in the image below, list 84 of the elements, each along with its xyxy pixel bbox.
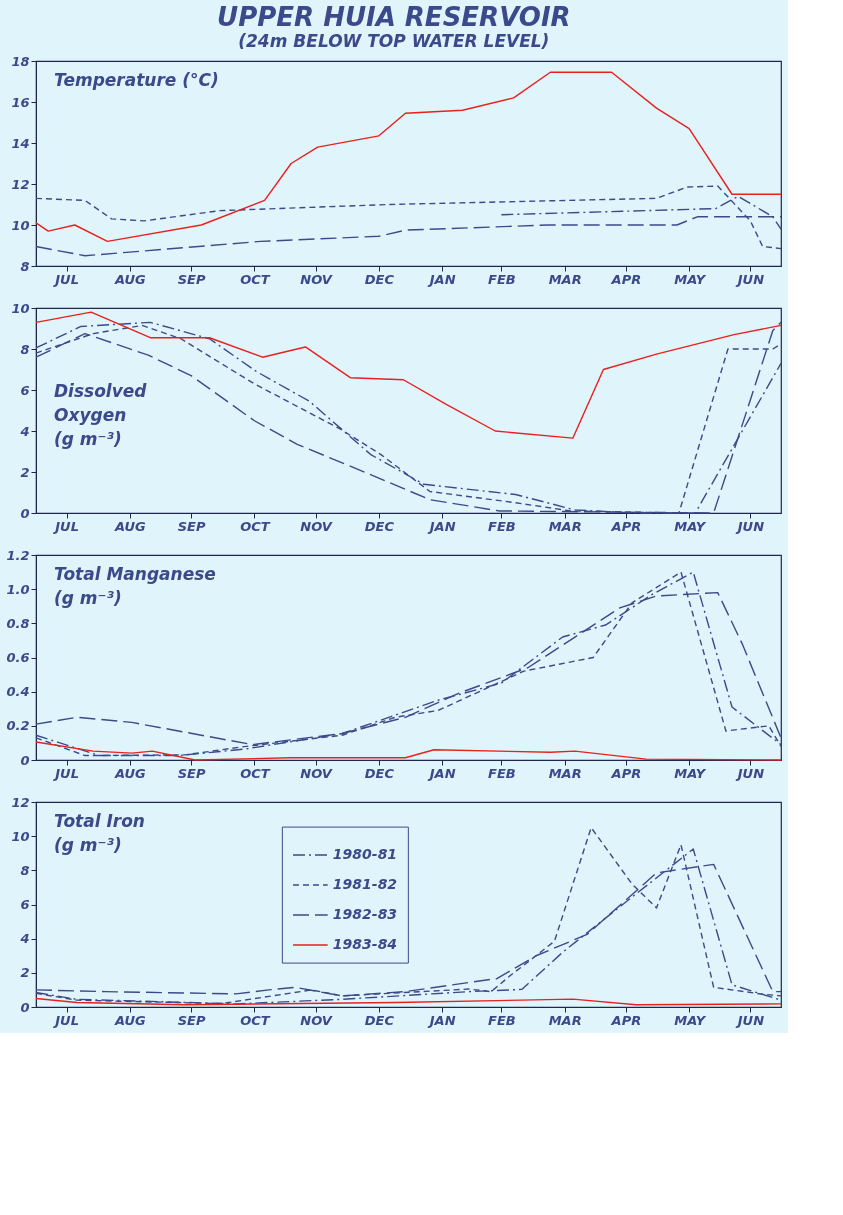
x-tick-label: JUL bbox=[52, 518, 79, 534]
x-tick-label: MAY bbox=[674, 518, 707, 534]
y-tick-label: 8 bbox=[20, 258, 30, 274]
x-tick-label: FEB bbox=[488, 765, 516, 781]
x-tick-label: OCT bbox=[240, 271, 271, 287]
x-tick-label: DEC bbox=[364, 1012, 395, 1028]
x-tick-label: JAN bbox=[426, 518, 456, 534]
y-tick-label: 16 bbox=[11, 94, 30, 110]
x-tick-label: FEB bbox=[488, 1012, 516, 1028]
y-tick-label: 0 bbox=[20, 752, 30, 768]
x-tick-label: JUL bbox=[52, 271, 79, 287]
x-tick-label: JUL bbox=[52, 1012, 79, 1028]
x-tick-label: JUN bbox=[734, 1012, 765, 1028]
x-tick-label: DEC bbox=[364, 765, 395, 781]
y-tick-label: 6 bbox=[20, 382, 30, 398]
x-tick-label: MAY bbox=[674, 1012, 707, 1028]
x-tick-label: JAN bbox=[426, 271, 456, 287]
x-tick-label: APR bbox=[610, 271, 642, 287]
x-tick-label: AUG bbox=[114, 1012, 147, 1028]
chart-subtitle: (24m BELOW TOP WATER LEVEL) bbox=[238, 31, 550, 52]
y-tick-label: 0 bbox=[20, 999, 30, 1015]
x-tick-label: SEP bbox=[177, 1012, 206, 1028]
y-tick-label: 10 bbox=[11, 217, 30, 233]
y-tick-label: 0.4 bbox=[6, 684, 30, 700]
x-tick-label: MAY bbox=[674, 271, 707, 287]
y-tick-label: 10 bbox=[11, 300, 30, 316]
y-tick-label: 14 bbox=[11, 135, 30, 151]
x-tick-label: MAY bbox=[674, 765, 707, 781]
x-tick-label: AUG bbox=[114, 518, 147, 534]
y-axis-title: Total Iron (g m⁻³) bbox=[54, 811, 145, 855]
y-tick-label: 1.2 bbox=[6, 547, 30, 563]
y-tick-label: 0.8 bbox=[6, 615, 30, 631]
x-tick-label: APR bbox=[610, 518, 642, 534]
y-tick-label: 8 bbox=[20, 862, 30, 878]
x-tick-label: APR bbox=[610, 1012, 642, 1028]
y-tick-label: 4 bbox=[19, 423, 30, 439]
y-axis-title: Total Manganese (g m⁻³) bbox=[54, 564, 216, 608]
x-tick-label: DEC bbox=[364, 271, 395, 287]
y-axis-title: Temperature (°C) bbox=[54, 70, 219, 90]
x-tick-label: FEB bbox=[488, 518, 516, 534]
y-tick-label: 4 bbox=[19, 931, 30, 947]
y-tick-label: 0.6 bbox=[6, 650, 30, 665]
y-tick-label: 12 bbox=[11, 794, 30, 810]
legend-label: 1982-83 bbox=[332, 906, 398, 923]
y-tick-label: 10 bbox=[11, 828, 30, 844]
x-tick-label: OCT bbox=[240, 518, 271, 534]
y-tick-label: 2 bbox=[20, 965, 30, 981]
y-tick-label: 18 bbox=[11, 53, 30, 69]
x-tick-label: MAR bbox=[548, 271, 582, 287]
x-tick-label: NOV bbox=[300, 518, 333, 534]
x-tick-label: SEP bbox=[177, 765, 206, 781]
y-tick-label: 12 bbox=[11, 176, 30, 192]
chart-title: UPPER HUIA RESERVOIR bbox=[217, 2, 571, 33]
x-tick-label: OCT bbox=[240, 1012, 271, 1028]
y-tick-label: 0 bbox=[20, 505, 30, 521]
x-tick-label: APR bbox=[610, 765, 642, 781]
x-tick-label: AUG bbox=[114, 271, 147, 287]
x-tick-label: DEC bbox=[364, 518, 395, 534]
x-tick-label: MAR bbox=[548, 765, 582, 781]
y-tick-label: 0.2 bbox=[6, 718, 30, 734]
x-tick-label: JAN bbox=[426, 1012, 456, 1028]
y-tick-label: 8 bbox=[20, 341, 30, 357]
y-axis-title: Dissolved Oxygen (g m⁻³) bbox=[54, 381, 148, 449]
x-tick-label: JAN bbox=[426, 765, 456, 781]
y-tick-label: 1.0 bbox=[6, 581, 30, 597]
legend-label: 1981-82 bbox=[332, 876, 398, 893]
x-tick-label: JUN bbox=[734, 271, 765, 287]
x-tick-label: JUN bbox=[734, 765, 765, 781]
x-tick-label: MAR bbox=[548, 518, 582, 534]
x-tick-label: MAR bbox=[548, 1012, 582, 1028]
x-tick-label: SEP bbox=[177, 271, 206, 287]
legend-label: 1980-81 bbox=[332, 846, 398, 863]
legend-label: 1983-84 bbox=[332, 936, 398, 953]
x-tick-label: JUL bbox=[52, 765, 79, 781]
x-tick-label: SEP bbox=[177, 518, 206, 534]
y-tick-label: 6 bbox=[20, 897, 30, 912]
y-tick-label: 2 bbox=[20, 464, 30, 480]
x-tick-label: JUN bbox=[734, 518, 765, 534]
x-tick-label: NOV bbox=[300, 271, 333, 287]
x-tick-label: NOV bbox=[300, 1012, 333, 1028]
x-tick-label: NOV bbox=[300, 765, 333, 781]
x-tick-label: FEB bbox=[488, 271, 516, 287]
x-tick-label: AUG bbox=[114, 765, 147, 781]
x-tick-label: OCT bbox=[240, 765, 271, 781]
